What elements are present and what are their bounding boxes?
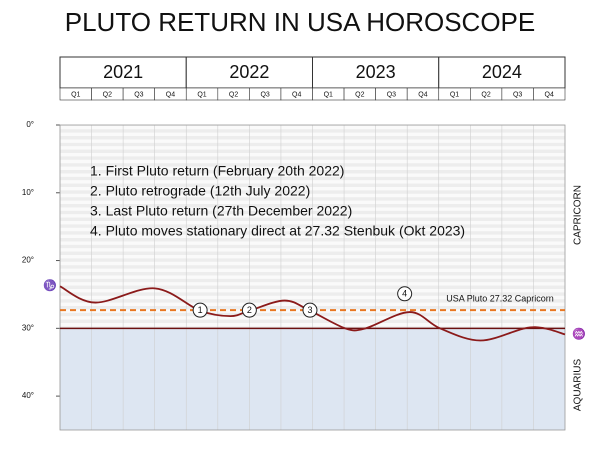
y-tick-label: 10° [22,188,34,197]
quarter-label: Q3 [260,91,269,98]
year-label: 2022 [229,62,269,82]
year-box [312,56,440,89]
marker-circle [302,302,318,318]
sign-label: CAPRICORN [573,185,584,245]
y-tick-label: 40° [22,391,34,400]
marker-circle [241,302,257,318]
quarter-label: Q4 [166,91,175,98]
marker-circle [192,302,208,318]
y-tick-label: 20° [22,256,34,265]
reference-label: USA Pluto 27.32 Capricorn [446,294,554,304]
sign-label: AQUARIUS [573,359,584,412]
chart-title: PLUTO RETURN IN USA HOROSCOPE [65,7,536,37]
marker-circle [397,286,413,302]
marker-label: 2 [247,305,252,315]
year-label: 2024 [482,62,522,82]
note: 1. First Pluto return (February 20th 202… [90,163,344,179]
quarter-label: Q3 [134,91,143,98]
quarter-label: Q4 [545,91,554,98]
marker-label: 1 [198,305,203,315]
quarter-label: Q1 [324,91,333,98]
quarter-label: Q2 [103,91,112,98]
year-label: 2023 [356,62,396,82]
quarter-label: Q4 [418,91,427,98]
start-symbol: ♑ [43,279,57,292]
pluto-line [59,285,566,342]
quarter-label: Q4 [292,91,301,98]
quarter-label: Q2 [355,91,364,98]
y-tick-label: 30° [22,323,34,332]
quarter-label: Q3 [387,91,396,98]
plot-frame [59,124,566,431]
note: 2. Pluto retrograde (12th July 2022) [90,183,310,199]
y-tick-label: 0° [26,120,34,129]
marker-label: 3 [307,305,312,315]
year-label: 2021 [103,62,143,82]
quarter-label: Q3 [513,91,522,98]
note: 4. Pluto moves stationary direct at 27.3… [90,223,465,239]
note: 3. Last Pluto return (27th December 2022… [90,203,352,219]
year-box [438,56,566,89]
quarter-label: Q1 [450,91,459,98]
quarter-box [533,87,566,101]
marker-label: 4 [402,289,407,299]
quarter-label: Q1 [71,91,80,98]
quarter-label: Q2 [481,91,490,98]
quarter-label: Q2 [229,91,238,98]
quarter-label: Q1 [197,91,206,98]
end-symbol: ♒ [572,327,586,340]
